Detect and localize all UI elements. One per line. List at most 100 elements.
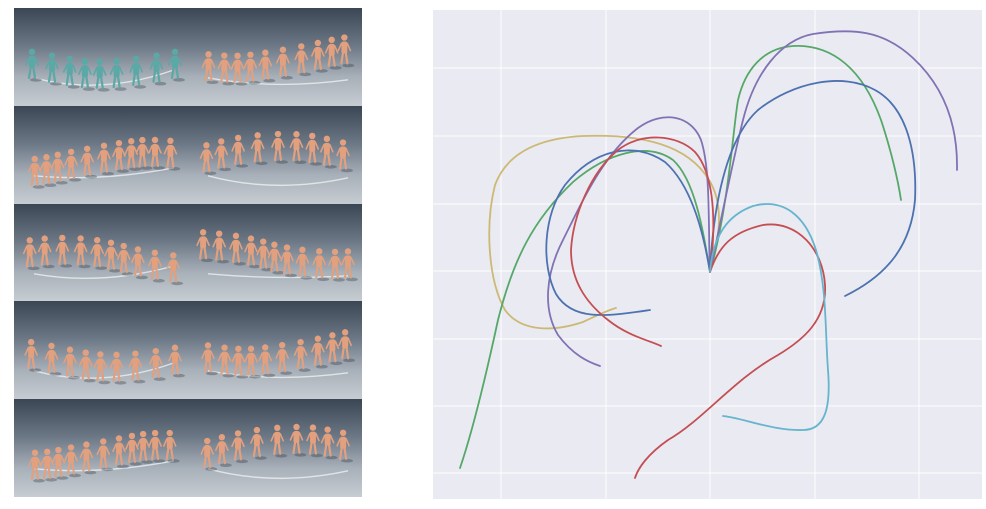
figure [104,239,122,273]
figure [44,343,62,377]
figure [78,57,95,91]
render-cell [14,8,188,106]
figure [25,48,42,82]
figure [230,52,248,86]
figure [28,449,45,483]
floor-path [207,370,349,379]
figure [336,139,354,173]
figure [79,441,97,475]
figure [73,234,91,268]
figure [129,55,147,89]
figure [148,348,166,382]
figure [320,426,338,460]
render-cell [188,203,362,302]
figure [112,435,129,469]
trajectory-plot-canvas [433,10,982,499]
trajectory-cyan [709,203,830,431]
figure [267,241,285,275]
figure [325,332,343,366]
figure [93,351,111,385]
figure [305,132,323,166]
figure [201,342,218,376]
figure [51,447,69,480]
figure [92,58,110,92]
figure [258,49,276,83]
trajectory-green [459,45,902,469]
figure [295,246,313,280]
figure [27,155,45,189]
figure [63,346,80,380]
grid-horizontal-lines [433,67,982,474]
figure [37,234,55,268]
figure [116,242,134,276]
figure [109,57,127,91]
figure [217,52,235,86]
trajectory-blue [545,80,917,316]
figure [214,138,232,171]
render-cell [188,399,362,497]
figure [148,249,165,283]
figure [250,427,267,461]
figure [293,339,311,373]
floor-path [207,174,349,186]
figure [97,142,114,176]
grid-vertical-lines [500,10,920,499]
figure [128,350,146,384]
figure [90,236,108,270]
floor-path [207,77,349,86]
figure [96,438,114,472]
figure [22,236,40,270]
figure [338,329,356,363]
figure [112,139,129,173]
figure [250,131,268,165]
figure [148,430,166,463]
figure [244,345,262,379]
figure [275,342,293,376]
figure [166,251,184,285]
figure [196,228,214,262]
figure [258,344,276,378]
figure [64,444,82,478]
figure [215,434,232,468]
figure [311,335,328,369]
figure [200,438,218,471]
figure [212,230,230,264]
figure [231,134,249,168]
figure [312,247,330,281]
figure [45,52,63,86]
figure [78,349,96,383]
render-cell [14,105,188,204]
figure [337,34,355,68]
motion-render-grid [14,8,362,497]
figure [50,151,68,185]
figure [168,344,185,378]
figure [306,424,323,458]
figure [341,247,358,281]
render-cell [14,399,188,497]
trajectory-lines [459,30,958,479]
figure [328,248,345,282]
figure [125,432,142,466]
figure [39,153,57,187]
render-cell [14,301,188,400]
figure [336,429,354,463]
figure [162,430,180,463]
render-cell [188,8,362,106]
figure [135,136,153,170]
figure [201,51,219,85]
figure [311,39,328,73]
figure [244,234,261,268]
render-cell [188,105,362,204]
trajectory-red [570,136,826,479]
figure [320,135,337,169]
render-cell [188,301,362,400]
figure [148,136,166,170]
figure [270,424,288,458]
figure [276,46,293,80]
figure [294,43,312,77]
figure [289,130,307,164]
figure [199,141,217,175]
figure [271,130,288,164]
trajectory-plot [433,10,982,499]
floor-path [33,264,175,279]
